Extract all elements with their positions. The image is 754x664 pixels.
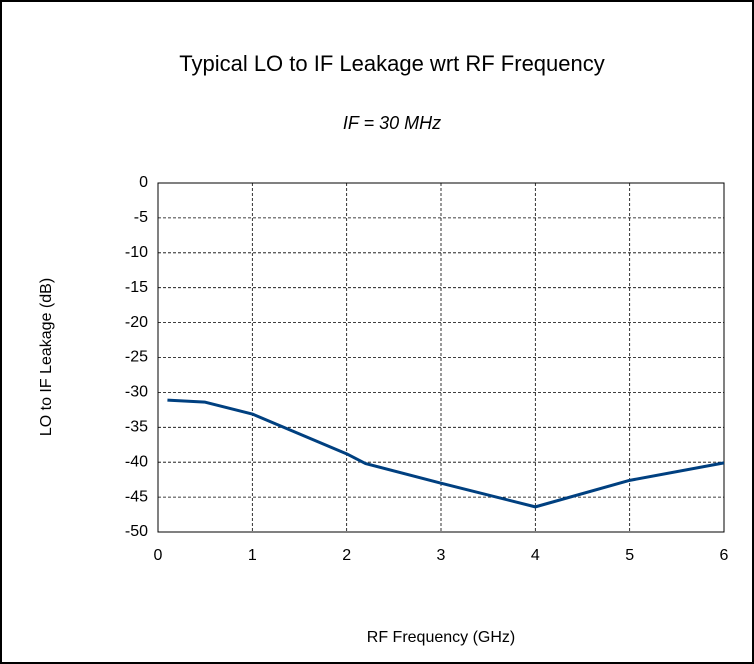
- y-tick-label: -30: [125, 384, 148, 401]
- y-tick-label: -35: [125, 419, 148, 436]
- chart-title: Typical LO to IF Leakage wrt RF Frequenc…: [179, 51, 605, 76]
- y-tick-label: -45: [125, 488, 148, 505]
- x-tick-label: 0: [154, 547, 163, 564]
- x-tick-label: 5: [625, 547, 634, 564]
- plot-area: [157, 182, 725, 533]
- y-tick-label: 0: [139, 174, 148, 191]
- y-tick-label: -25: [125, 349, 148, 366]
- y-tick-label: -50: [125, 523, 148, 540]
- x-tick-label: 1: [248, 547, 257, 564]
- y-tick-label: -5: [134, 209, 148, 226]
- chart-subtitle: IF = 30 MHz: [343, 113, 441, 133]
- y-tick-label: -20: [125, 314, 148, 331]
- y-tick-label: -15: [125, 279, 148, 296]
- x-tick-label: 3: [437, 547, 446, 564]
- y-tick-label: -10: [125, 244, 148, 261]
- x-tick-label: 2: [342, 547, 351, 564]
- y-axis-label: LO to IF Leakage (dB): [38, 278, 55, 436]
- x-tick-label: 6: [720, 547, 729, 564]
- x-axis-label: RF Frequency (GHz): [367, 629, 515, 646]
- y-tick-label: -40: [125, 453, 148, 470]
- x-tick-label: 4: [531, 547, 540, 564]
- data-line: [167, 398, 725, 509]
